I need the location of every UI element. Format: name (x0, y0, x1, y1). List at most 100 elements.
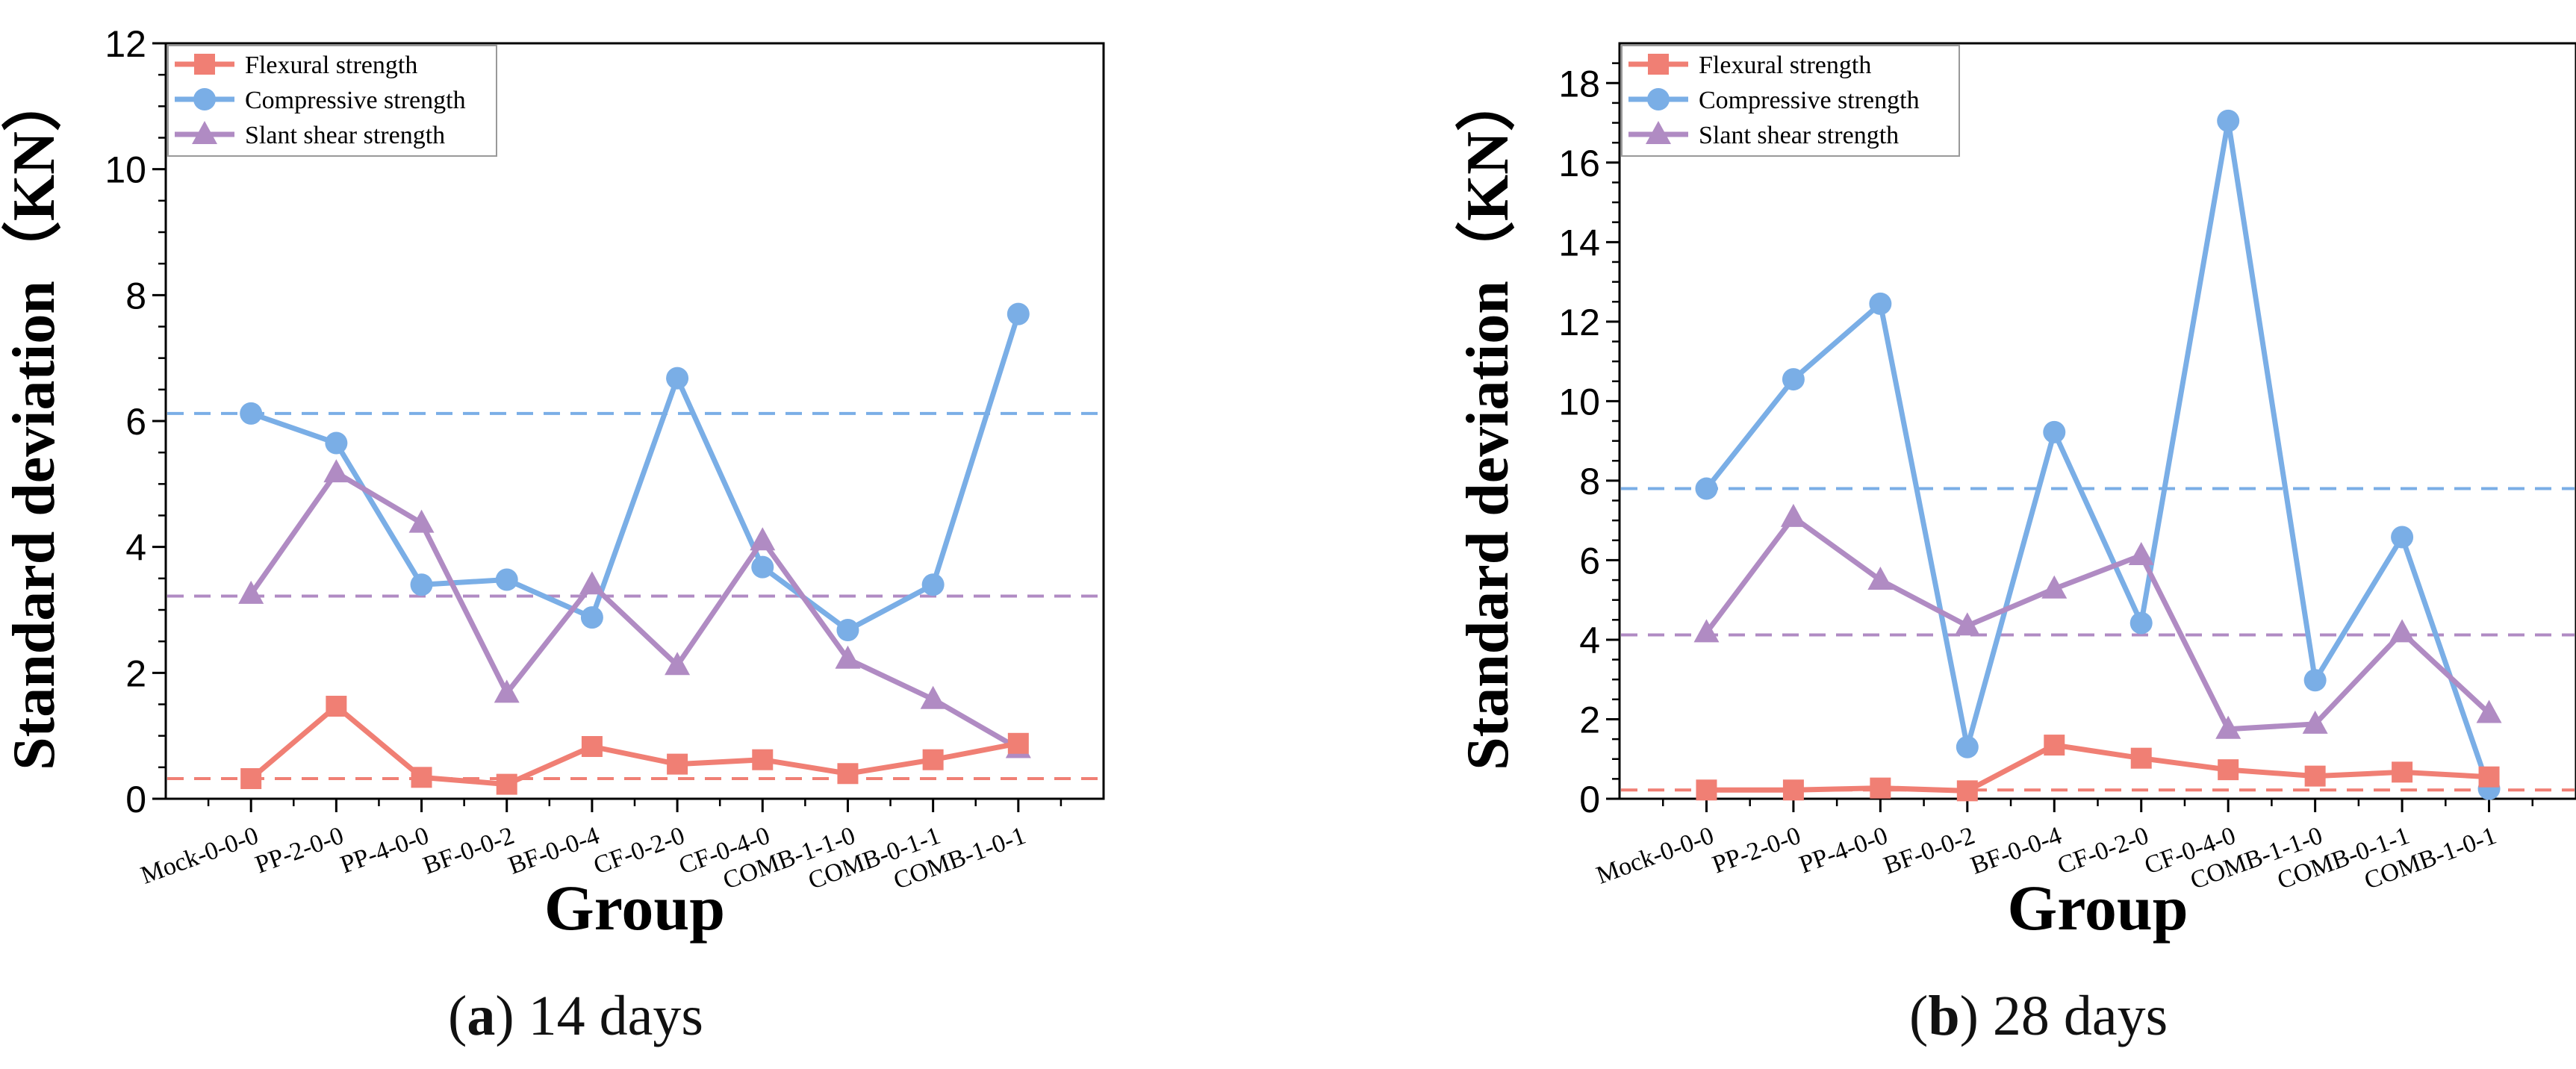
legend-label-compressive-strength: Compressive strength (245, 87, 466, 114)
legend-marker-compressive-strength (193, 88, 216, 110)
series-flexural-strength (1696, 735, 2500, 802)
legend-label-flexural-strength: Flexural strength (245, 52, 417, 79)
point-slant-shear-strength (408, 509, 435, 533)
point-flexural-strength (2478, 766, 2500, 788)
legend-marker-compressive-strength (1647, 88, 1670, 110)
legend-label-slant-shear-strength: Slant shear strength (245, 122, 445, 149)
series-line-compressive-strength (250, 313, 1021, 633)
point-slant-shear-strength (665, 652, 691, 676)
point-compressive-strength (495, 568, 518, 591)
legend-label-flexural-strength: Flexural strength (1699, 52, 1871, 79)
point-flexural-strength (326, 696, 347, 717)
caption-text: 28 days (1992, 985, 2168, 1047)
point-slant-shear-strength (2041, 575, 2068, 599)
point-compressive-strength (2391, 526, 2414, 549)
point-compressive-strength (1956, 735, 1979, 758)
point-compressive-strength (325, 431, 348, 455)
point-slant-shear-strength (1867, 567, 1894, 590)
point-flexural-strength (496, 773, 517, 795)
point-slant-shear-strength (494, 679, 520, 703)
point-slant-shear-strength (579, 571, 605, 595)
x-tick-label-bf-0-0-2: BF-0-0-2 (1880, 822, 1979, 880)
caption-28-days: (b) 28 days (1909, 985, 2168, 1047)
caption-text: 14 days (528, 985, 703, 1047)
point-compressive-strength (240, 402, 263, 425)
point-slant-shear-strength (1693, 619, 1720, 643)
legend-marker-flexural-strength (1648, 54, 1669, 75)
caption-letter: b (1928, 985, 1960, 1047)
point-flexural-strength (581, 736, 603, 758)
point-compressive-strength (2129, 611, 2153, 635)
point-flexural-strength (240, 768, 262, 790)
x-tick-label-pp-2-0-0: PP-2-0-0 (1709, 822, 1805, 879)
panel-28-days: 0 2 4 6 8 10 12 14 16 18 Mock-0-0-0 PP-2-0-0 PP-4-0-… (1288, 0, 2576, 1069)
series-compressive-strength (1695, 109, 2501, 800)
point-compressive-strength (1869, 292, 1892, 315)
legend-label-compressive-strength: Compressive strength (1699, 87, 1920, 114)
point-compressive-strength (921, 573, 945, 596)
y-tick-label: 12 (105, 23, 146, 65)
point-flexural-strength (2392, 761, 2413, 783)
y-axis-title: Standard deviation（KN） (1455, 72, 1521, 770)
y-tick-label: 0 (125, 779, 146, 820)
x-tick-label-bf-0-0-2: BF-0-0-2 (420, 822, 518, 880)
point-flexural-strength (2044, 735, 2065, 756)
legend-marker-slant-shear-strength (192, 121, 217, 144)
y-tick-label: 4 (125, 527, 146, 569)
chart-28-days: 0 2 4 6 8 10 12 14 16 18 Mock-0-0-0PP-2-0-0PP-4-0-… (1455, 42, 2576, 944)
point-slant-shear-strength (2215, 715, 2241, 739)
point-compressive-strength (2217, 109, 2240, 132)
y-tick-label: 18 (1558, 63, 1600, 105)
chart-14-days: 0 2 4 6 8 10 12 Mock-0-0-0PP-2-0-0PP-4-0-0BF-0-… (1, 23, 1105, 944)
point-slant-shear-strength (750, 527, 776, 551)
y-axis: 0 2 4 6 8 10 12 14 16 18 (1558, 62, 1620, 820)
point-flexural-strength (1870, 777, 1891, 799)
point-compressive-strength (666, 367, 689, 390)
y-tick-label: 10 (1558, 381, 1600, 423)
y-tick-label: 16 (1558, 143, 1600, 184)
panel-14-days: 0 2 4 6 8 10 12 Mock-0-0-0 PP-2-0-0 PP-4-0-0 BF-0-… (1, 23, 1105, 1047)
y-axis: 0 2 4 6 8 10 12 (105, 23, 166, 820)
point-flexural-strength (1007, 732, 1029, 754)
series-line-flexural-strength (1706, 742, 2489, 794)
point-flexural-strength (1696, 779, 1717, 801)
point-slant-shear-strength (835, 645, 861, 669)
point-compressive-strength (1695, 477, 1718, 500)
point-slant-shear-strength (1780, 503, 1806, 527)
point-compressive-strength (2043, 420, 2066, 443)
legend-marker-slant-shear-strength (1646, 121, 1671, 144)
x-tick-label-pp-4-0-0: PP-4-0-0 (337, 822, 432, 879)
mean-lines (1621, 487, 2575, 792)
y-tick-label: 14 (1558, 222, 1600, 264)
y-tick-label: 4 (1579, 620, 1600, 661)
point-flexural-strength (837, 763, 859, 785)
y-tick-label: 2 (125, 652, 146, 694)
series-slant-shear-strength (1693, 503, 2502, 739)
series-line-slant-shear-strength (1704, 514, 2491, 732)
series-line-compressive-strength (1704, 118, 2492, 790)
y-axis-title: Standard deviation（KN） (1, 72, 67, 770)
point-slant-shear-strength (2476, 699, 2502, 723)
legend: Flexural strength Compressive strength Sla… (1621, 45, 1960, 157)
point-flexural-strength (1782, 779, 1804, 801)
caption-letter: a (467, 985, 496, 1047)
point-compressive-strength (410, 573, 433, 596)
point-compressive-strength (580, 606, 603, 629)
point-slant-shear-strength (1954, 612, 1980, 636)
point-flexural-strength (922, 749, 944, 770)
point-flexural-strength (2218, 759, 2239, 781)
point-flexural-strength (1956, 780, 1978, 802)
point-compressive-strength (751, 555, 774, 579)
point-slant-shear-strength (920, 685, 946, 709)
x-axis-title: Group (2007, 872, 2188, 944)
x-axis-title: Group (544, 872, 725, 944)
y-tick-label: 0 (1579, 779, 1600, 820)
x-tick-label-pp-4-0-0: PP-4-0-0 (1796, 822, 1891, 879)
legend-label-slant-shear-strength: Slant shear strength (1699, 122, 1899, 149)
point-slant-shear-strength (2302, 710, 2328, 734)
point-slant-shear-strength (323, 459, 349, 483)
y-tick-label: 10 (105, 149, 146, 191)
point-flexural-strength (2304, 765, 2326, 787)
x-tick-label-pp-2-0-0: PP-2-0-0 (252, 822, 347, 879)
